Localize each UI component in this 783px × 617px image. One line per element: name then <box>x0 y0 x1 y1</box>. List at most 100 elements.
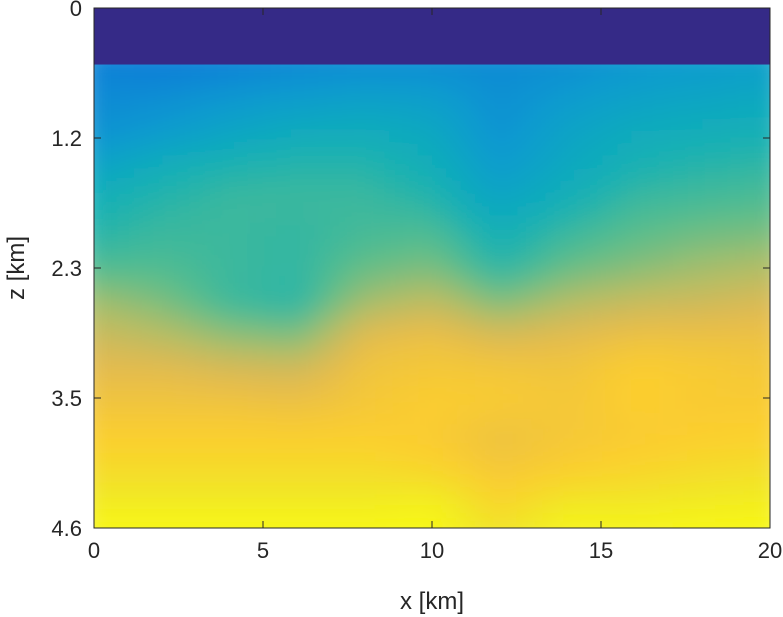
heatmap-cell <box>559 105 575 119</box>
heatmap-cell <box>233 538 248 551</box>
heatmap-cell <box>432 359 447 374</box>
heatmap-cell <box>275 156 291 170</box>
heatmap-cell <box>545 474 561 488</box>
heatmap-cell <box>687 169 703 183</box>
heatmap-cell <box>176 270 192 285</box>
heatmap-cell <box>531 398 547 412</box>
heatmap-cell <box>375 118 391 132</box>
heatmap-cell <box>375 105 391 119</box>
heatmap-cell <box>502 525 518 528</box>
heatmap-cell <box>758 219 770 234</box>
heatmap-cell <box>502 80 518 94</box>
heatmap-cell <box>559 512 575 526</box>
heatmap-cell <box>247 423 263 437</box>
heatmap-cell <box>475 538 490 551</box>
heatmap-cell <box>673 461 689 475</box>
heatmap-cell <box>77 411 92 424</box>
heatmap-cell <box>417 398 433 412</box>
heatmap-cell <box>119 169 135 183</box>
heatmap-cell <box>701 410 717 425</box>
heatmap-cell <box>630 525 646 528</box>
heatmap-cell <box>190 219 206 234</box>
heatmap-cell <box>219 270 234 285</box>
heatmap-cell <box>190 105 206 119</box>
heatmap-cell <box>730 80 745 94</box>
heatmap-cell <box>190 410 206 425</box>
heatmap-cell <box>417 372 433 386</box>
heatmap-cell <box>730 219 745 234</box>
heatmap-cell <box>148 461 163 475</box>
heatmap-cell <box>375 67 391 81</box>
heatmap-cell <box>502 487 518 501</box>
heatmap-cell <box>644 207 660 221</box>
heatmap-cell <box>94 245 107 259</box>
heatmap-cell <box>730 372 745 386</box>
heatmap-cell <box>219 448 234 463</box>
heatmap-cell <box>332 194 348 208</box>
heatmap-cell <box>247 525 263 528</box>
heatmap-cell <box>773 296 783 309</box>
heatmap-cell <box>474 67 490 81</box>
heatmap-cell <box>190 67 206 81</box>
heatmap-cell <box>318 372 334 386</box>
heatmap-cell <box>474 474 490 488</box>
heatmap-cell <box>744 245 760 259</box>
heatmap-cell <box>119 474 135 488</box>
heatmap-cell <box>346 474 362 488</box>
heatmap-cell <box>332 232 348 246</box>
heatmap-cell <box>630 347 646 361</box>
heatmap-cell <box>176 499 192 514</box>
heatmap-cell <box>773 42 783 55</box>
heatmap-cell <box>446 334 461 348</box>
heatmap-cell <box>119 461 135 475</box>
heatmap-cell <box>744 80 760 94</box>
heatmap-cell <box>744 143 760 157</box>
heatmap-cell <box>346 372 362 386</box>
heatmap-cell <box>204 130 220 145</box>
heatmap-cell <box>644 436 660 450</box>
heatmap-cell <box>176 538 191 551</box>
heatmap-cell <box>261 270 277 285</box>
heatmap-cell <box>687 67 703 81</box>
heatmap-cell <box>687 105 703 119</box>
heatmap-cell <box>119 181 135 196</box>
heatmap-cell <box>517 283 532 297</box>
heatmap-cell <box>758 283 770 297</box>
heatmap-cell <box>545 448 561 463</box>
heatmap-cell <box>417 194 433 208</box>
heatmap-cell <box>190 321 206 336</box>
heatmap-cell <box>446 143 461 157</box>
heatmap-cell <box>261 258 277 272</box>
heatmap-cell <box>531 296 547 310</box>
heatmap-cell <box>517 308 532 323</box>
heatmap-cell <box>432 143 447 157</box>
heatmap-cell <box>545 118 561 132</box>
heatmap-cell <box>545 245 561 259</box>
heatmap-cell <box>573 143 589 157</box>
heatmap-cell <box>233 372 249 386</box>
heatmap-cell <box>659 219 674 234</box>
heatmap-cell <box>560 538 575 551</box>
heatmap-cell <box>332 525 348 528</box>
heatmap-cell <box>247 334 263 348</box>
heatmap-cell <box>375 296 391 310</box>
heatmap-cell <box>275 334 291 348</box>
heatmap-cell <box>77 195 92 208</box>
heatmap-cell <box>559 219 575 234</box>
heatmap-cell <box>460 538 475 551</box>
heatmap-cell <box>247 143 263 157</box>
heatmap-cell <box>630 219 646 234</box>
heatmap-cell <box>290 181 305 196</box>
heatmap-cell <box>659 512 674 526</box>
heatmap-cell <box>773 373 783 386</box>
heatmap-cell <box>275 105 291 119</box>
heatmap-cell <box>673 143 689 157</box>
heatmap-cell <box>148 334 163 348</box>
heatmap-cell <box>502 423 518 437</box>
heatmap-cell <box>204 385 220 399</box>
heatmap-cell <box>730 321 745 336</box>
heatmap-cell <box>630 258 646 272</box>
heatmap-cell <box>616 67 632 81</box>
heatmap-cell <box>687 334 703 348</box>
heatmap-cell <box>361 258 376 272</box>
